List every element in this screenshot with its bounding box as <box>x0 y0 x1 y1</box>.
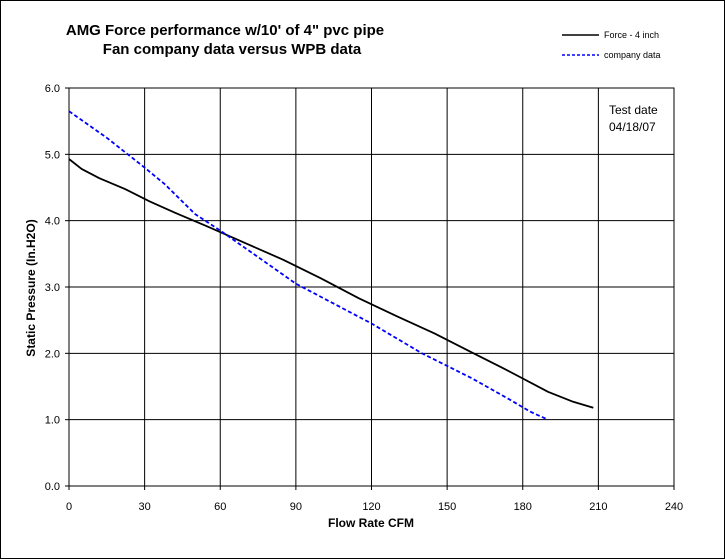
legend-label-company: company data <box>604 50 661 60</box>
chart-title-line-2: Fan company data versus WPB data <box>103 41 362 58</box>
y-tick-label: 4.0 <box>45 216 60 228</box>
x-tick-label: 30 <box>139 501 151 513</box>
x-tick-label: 150 <box>438 501 456 513</box>
series-line-force <box>68 158 594 409</box>
x-tick-label: 210 <box>589 501 607 513</box>
test-date-value: 04/18/07 <box>609 120 656 134</box>
x-tick-label: 90 <box>290 501 302 513</box>
y-tick-label: 1.0 <box>45 415 60 427</box>
x-tick-label: 0 <box>66 501 72 513</box>
y-tick-label: 0.0 <box>45 481 60 493</box>
x-axis-title: Flow Rate CFM <box>328 516 414 530</box>
series-line-company <box>68 110 549 421</box>
y-tick-label: 6.0 <box>45 83 60 95</box>
x-tick-label: 60 <box>214 501 226 513</box>
axis-ticks: 0 30 60 90 120 150 180 210 240 0.0 1.0 2.0 3.0 4.0 5.0… <box>45 83 683 513</box>
y-axis-title: Static Pressure (In.H2O) <box>24 219 38 356</box>
y-tick-label: 2.0 <box>45 348 60 360</box>
x-tick-label: 180 <box>514 501 532 513</box>
x-tick-label: 120 <box>362 501 380 513</box>
legend-label-force: Force - 4 inch <box>604 30 659 40</box>
grid <box>68 87 675 487</box>
test-date-label: Test date <box>609 103 658 117</box>
legend: Force - 4 inch company data <box>562 30 661 60</box>
y-tick-label: 5.0 <box>45 149 60 161</box>
x-tick-label: 240 <box>665 501 683 513</box>
chart-title-line-1: AMG Force performance w/10' of 4" pvc pi… <box>66 22 384 39</box>
y-tick-label: 3.0 <box>45 282 60 294</box>
series-lines <box>68 110 594 421</box>
